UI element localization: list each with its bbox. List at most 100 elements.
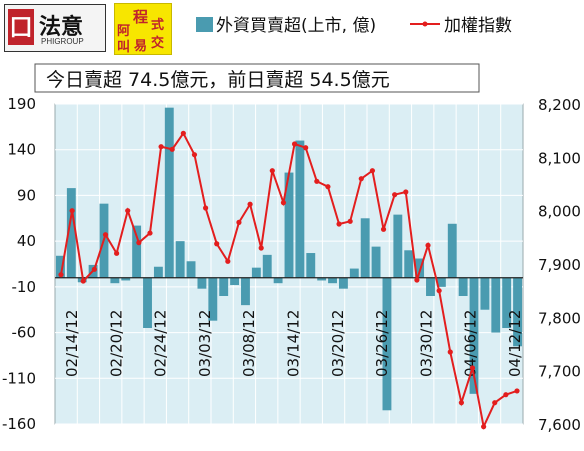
bar	[175, 241, 185, 278]
index-point	[125, 208, 131, 214]
right-axis-tick-label: 8,100	[538, 149, 581, 167]
bar	[230, 277, 240, 286]
index-point	[69, 208, 75, 214]
index-point	[258, 245, 264, 251]
bar	[143, 277, 152, 328]
index-line	[60, 131, 518, 430]
bar	[382, 277, 392, 411]
bar	[447, 223, 457, 278]
index-point	[503, 392, 509, 398]
logo-char: 式	[151, 18, 165, 33]
left-axis-tick-label: -160	[2, 415, 36, 433]
bar	[56, 255, 65, 278]
x-tick-label: 03/26/12	[373, 310, 391, 377]
index-point	[392, 192, 398, 198]
bar	[360, 218, 370, 278]
left-axis-tick-label: 140	[7, 141, 36, 159]
bar	[273, 277, 283, 284]
bar	[338, 277, 348, 289]
legend-bar-label: 外資買賣超(上市, 億)	[216, 16, 376, 36]
index-point	[358, 176, 364, 182]
bar	[480, 277, 490, 310]
left-axis-tick-label: 190	[7, 95, 36, 113]
index-point	[314, 178, 320, 184]
x-tick-label: 03/20/12	[329, 310, 347, 377]
x-tick-label: 04/06/12	[462, 310, 480, 377]
index-point	[202, 205, 209, 211]
bar	[164, 107, 174, 278]
x-tick-label: 02/20/12	[107, 310, 125, 377]
index-point	[458, 400, 464, 406]
bar	[66, 188, 76, 278]
index-point	[269, 168, 275, 174]
headline-box	[34, 63, 480, 93]
bar	[153, 266, 163, 278]
bar	[513, 277, 522, 347]
index-point	[436, 288, 442, 294]
index-point	[369, 168, 376, 174]
bar	[328, 277, 337, 284]
bar	[393, 214, 403, 278]
index-point	[425, 242, 431, 248]
logo-char: 交	[151, 36, 165, 51]
bar	[132, 225, 142, 278]
headline-text: 今日賣超 74.5億元，前日賣超 54.5億元	[46, 69, 390, 91]
left-axis-tick-label: 90	[17, 186, 36, 204]
program-trading-logo: 程 式 阿 交 叫 易	[114, 3, 172, 55]
phigroup-logo-text: 法意	[39, 15, 84, 40]
bar	[295, 140, 305, 278]
legend-bar-swatch	[196, 17, 213, 32]
index-point	[214, 241, 220, 247]
index-point	[325, 184, 331, 190]
x-tick-label: 03/08/12	[240, 310, 258, 377]
phigroup-logo-mark	[8, 9, 34, 45]
logo-char: 叫	[117, 40, 131, 55]
index-point	[147, 230, 153, 236]
index-point	[180, 130, 186, 136]
bar	[306, 253, 316, 278]
phigroup-logo-glyph: 囗	[9, 16, 32, 41]
bar	[502, 277, 512, 328]
index-point	[447, 349, 453, 355]
phigroup-logo-sub: PHIGROUP	[41, 37, 84, 46]
right-axis-tick-label: 7,900	[538, 256, 581, 274]
index-point	[169, 146, 175, 152]
index-point	[80, 278, 86, 284]
left-axis-tick-label: -110	[2, 369, 36, 387]
index-point	[58, 272, 64, 278]
bar	[349, 268, 359, 278]
index-point	[91, 266, 97, 272]
bar	[121, 277, 131, 281]
bar	[317, 277, 327, 281]
index-point	[158, 144, 164, 150]
x-tick-label: 04/12/12	[506, 310, 524, 377]
logo-char: 易	[134, 39, 148, 54]
bar	[219, 277, 229, 296]
index-point	[236, 219, 242, 225]
bar	[251, 267, 261, 278]
index-point	[492, 400, 498, 406]
right-axis-tick-label: 7,700	[538, 363, 581, 381]
right-axis-tick-label: 8,200	[538, 96, 581, 114]
bar	[426, 277, 435, 296]
index-point	[280, 200, 287, 206]
index-point	[191, 152, 198, 158]
x-tick-label: 03/30/12	[417, 310, 435, 377]
bar	[371, 246, 381, 278]
logo-char: 程	[133, 8, 149, 26]
index-point	[136, 240, 142, 246]
bar	[284, 172, 294, 278]
left-axis-tick-label: 40	[17, 232, 36, 250]
index-point	[403, 189, 409, 195]
index-point	[469, 365, 476, 371]
left-axis-tick-label: -60	[12, 324, 37, 342]
bar	[404, 250, 414, 278]
bar	[262, 254, 272, 278]
bar	[491, 277, 501, 333]
index-point	[481, 424, 487, 430]
bar	[208, 277, 218, 321]
left-axis-tick-label: -10	[12, 278, 37, 296]
index-point	[303, 145, 309, 151]
logo-char: 阿	[117, 24, 131, 39]
legend-line-label: 加權指數	[444, 16, 512, 36]
